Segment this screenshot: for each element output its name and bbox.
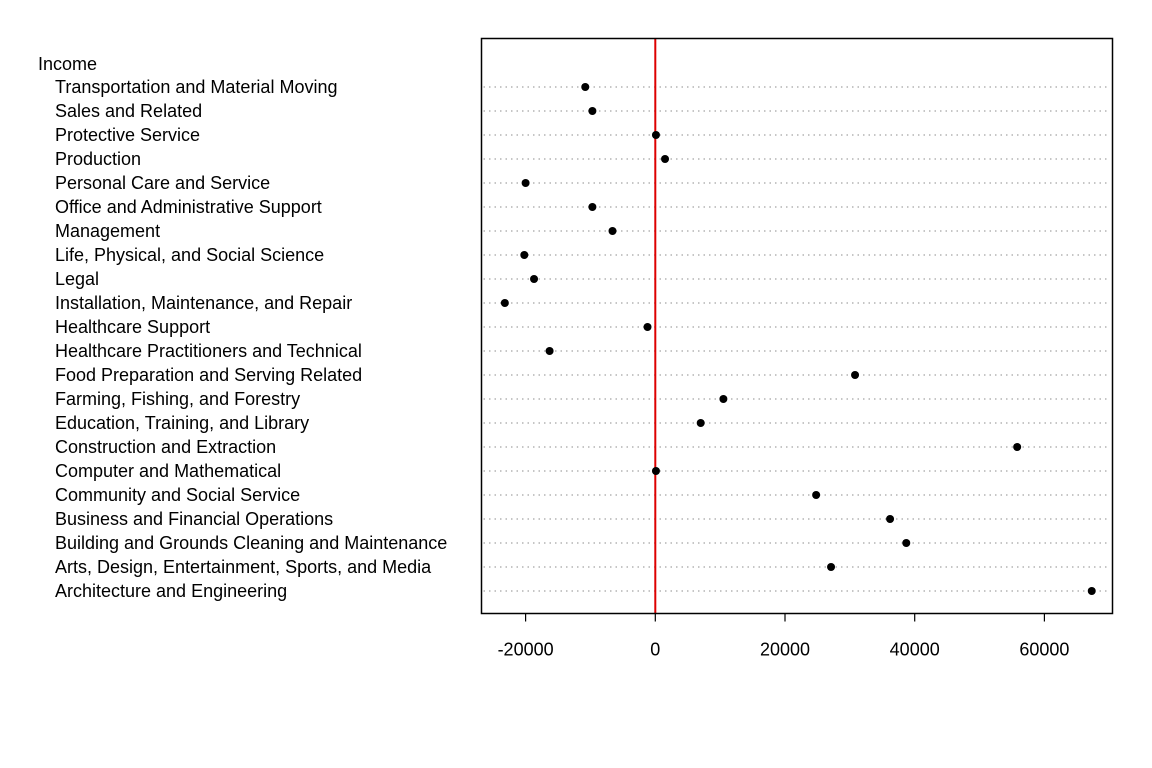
category-label: Installation, Maintenance, and Repair [55, 293, 352, 313]
data-point [719, 395, 728, 403]
data-point [530, 275, 539, 283]
x-axis: -20000 0 20000 40000 60000 [498, 613, 1069, 660]
category-label: Farming, Fishing, and Forestry [55, 389, 300, 409]
data-point [661, 155, 670, 163]
category-label: Management [55, 221, 160, 241]
data-point [521, 179, 530, 187]
data-point [520, 251, 529, 259]
data-point [851, 371, 860, 379]
category-label: Healthcare Support [55, 317, 210, 337]
gridlines [483, 86, 1111, 592]
data-point [902, 539, 911, 547]
category-label: Healthcare Practitioners and Technical [55, 341, 362, 361]
category-label: Architecture and Engineering [55, 581, 287, 601]
data-point [812, 491, 821, 499]
category-label: Protective Service [55, 125, 200, 145]
category-label: Production [55, 149, 141, 169]
data-point [1087, 587, 1096, 595]
category-label: Personal Care and Service [55, 173, 270, 193]
data-point [643, 323, 652, 331]
data-point [651, 131, 660, 139]
category-label: Sales and Related [55, 101, 202, 121]
x-tick-label: 0 [650, 640, 660, 660]
plot-frame [480, 37, 1114, 615]
category-label: Office and Administrative Support [55, 197, 322, 217]
x-tick-label: 40000 [890, 640, 940, 660]
data-point [500, 299, 509, 307]
x-tick-label: 60000 [1019, 640, 1069, 660]
category-label: Education, Training, and Library [55, 413, 309, 433]
data-point [696, 419, 705, 427]
category-label: Food Preparation and Serving Related [55, 365, 362, 385]
category-label: Legal [55, 269, 99, 289]
data-point [588, 107, 597, 115]
category-label: Building and Grounds Cleaning and Mainte… [55, 533, 447, 553]
data-point [581, 83, 590, 91]
category-label: Business and Financial Operations [55, 509, 333, 529]
category-label: Computer and Mathematical [55, 461, 281, 481]
data-point [588, 203, 597, 211]
data-point [545, 347, 554, 355]
x-tick-label: -20000 [498, 640, 554, 660]
data-point [651, 467, 660, 475]
data-point [827, 563, 836, 571]
category-label: Life, Physical, and Social Science [55, 245, 324, 265]
data-points [500, 83, 1096, 595]
category-labels: Income Transportation and Material Movin… [38, 54, 447, 601]
category-label: Arts, Design, Entertainment, Sports, and… [55, 557, 432, 577]
group-label: Income [38, 54, 97, 74]
x-tick-label: 20000 [760, 640, 810, 660]
data-point [1013, 443, 1022, 451]
category-label: Construction and Extraction [55, 437, 276, 457]
data-point [608, 227, 617, 235]
category-label: Transportation and Material Moving [55, 77, 337, 97]
category-label: Community and Social Service [55, 485, 300, 505]
data-point [886, 515, 895, 523]
